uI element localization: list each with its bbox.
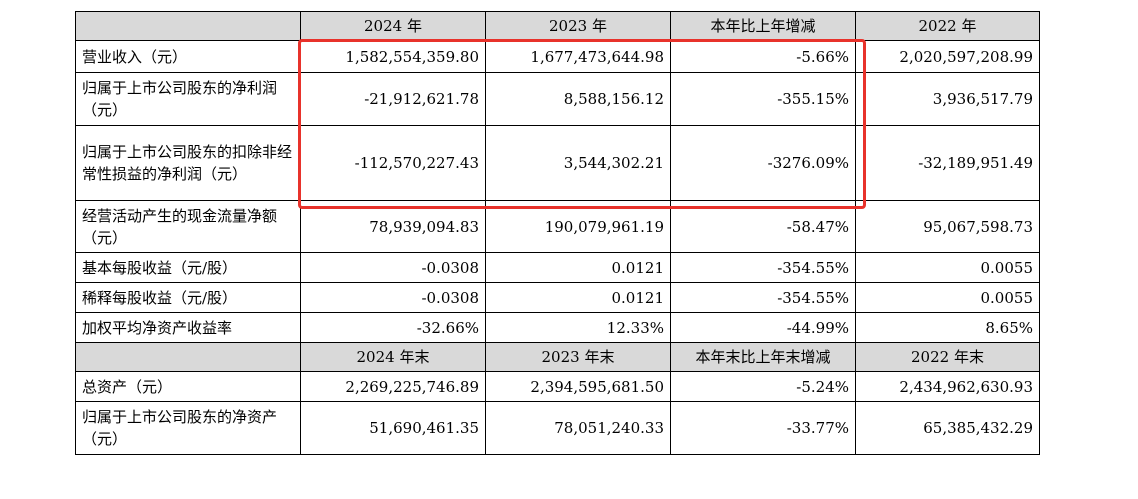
cell-2024-end: 2,269,225,746.89 xyxy=(300,371,486,402)
row-label: 归属于上市公司股东的扣除非经常性损益的净利润（元） xyxy=(75,125,301,201)
cell-2022: 95,067,598.73 xyxy=(855,200,1040,253)
header-2022-end: 2022 年末 xyxy=(855,342,1040,372)
cell-change: -354.55% xyxy=(670,252,856,283)
table-row: 归属于上市公司股东的扣除非经常性损益的净利润（元） -112,570,227.4… xyxy=(75,125,1040,201)
table-subheader-row: 2024 年末 2023 年末 本年末比上年末增减 2022 年末 xyxy=(75,342,1040,372)
cell-2023: 8,588,156.12 xyxy=(485,72,671,126)
row-label: 总资产（元） xyxy=(75,371,301,402)
cell-change: -5.66% xyxy=(670,40,856,73)
cell-2022: 0.0055 xyxy=(855,252,1040,283)
cell-2022: 2,020,597,208.99 xyxy=(855,40,1040,73)
table-row: 归属于上市公司股东的净利润（元） -21,912,621.78 8,588,15… xyxy=(75,72,1040,126)
cell-change: -33.77% xyxy=(670,401,856,455)
cell-2022: -32,189,951.49 xyxy=(855,125,1040,201)
header-2024-end: 2024 年末 xyxy=(300,342,486,372)
cell-2024: -112,570,227.43 xyxy=(300,125,486,201)
header-yoy-end-change: 本年末比上年末增减 xyxy=(670,342,856,372)
cell-2024: -21,912,621.78 xyxy=(300,72,486,126)
table-row: 稀释每股收益（元/股） -0.0308 0.0121 -354.55% 0.00… xyxy=(75,282,1040,313)
cell-change: -5.24% xyxy=(670,371,856,402)
cell-change: -44.99% xyxy=(670,312,856,343)
table-row: 归属于上市公司股东的净资产（元） 51,690,461.35 78,051,24… xyxy=(75,401,1040,455)
header-2024: 2024 年 xyxy=(300,11,486,41)
row-label: 稀释每股收益（元/股） xyxy=(75,282,301,313)
cell-2023: 0.0121 xyxy=(485,252,671,283)
cell-2023: 190,079,961.19 xyxy=(485,200,671,253)
cell-2023: 3,544,302.21 xyxy=(485,125,671,201)
table-row: 加权平均净资产收益率 -32.66% 12.33% -44.99% 8.65% xyxy=(75,312,1040,343)
row-label: 营业收入（元） xyxy=(75,40,301,73)
table-row: 经营活动产生的现金流量净额（元） 78,939,094.83 190,079,9… xyxy=(75,200,1040,253)
cell-2024-end: 51,690,461.35 xyxy=(300,401,486,455)
row-label: 经营活动产生的现金流量净额（元） xyxy=(75,200,301,253)
cell-2024: 78,939,094.83 xyxy=(300,200,486,253)
cell-2024: -32.66% xyxy=(300,312,486,343)
cell-2022: 3,936,517.79 xyxy=(855,72,1040,126)
header-2023-end: 2023 年末 xyxy=(485,342,671,372)
cell-change: -3276.09% xyxy=(670,125,856,201)
cell-2023-end: 78,051,240.33 xyxy=(485,401,671,455)
row-label: 基本每股收益（元/股） xyxy=(75,252,301,283)
cell-change: -355.15% xyxy=(670,72,856,126)
cell-2022-end: 2,434,962,630.93 xyxy=(855,371,1040,402)
table-row: 基本每股收益（元/股） -0.0308 0.0121 -354.55% 0.00… xyxy=(75,252,1040,283)
cell-change: -354.55% xyxy=(670,282,856,313)
cell-2024: -0.0308 xyxy=(300,282,486,313)
cell-2024: 1,582,554,359.80 xyxy=(300,40,486,73)
row-label: 归属于上市公司股东的净资产（元） xyxy=(75,401,301,455)
cell-2023-end: 2,394,595,681.50 xyxy=(485,371,671,402)
cell-2023: 1,677,473,644.98 xyxy=(485,40,671,73)
cell-change: -58.47% xyxy=(670,200,856,253)
financial-summary-table: 2024 年 2023 年 本年比上年增减 2022 年 营业收入（元） 1,5… xyxy=(75,11,1040,455)
table-row: 营业收入（元） 1,582,554,359.80 1,677,473,644.9… xyxy=(75,40,1040,73)
header-blank-cell xyxy=(75,11,301,41)
header-2023: 2023 年 xyxy=(485,11,671,41)
header-yoy-change: 本年比上年增减 xyxy=(670,11,856,41)
row-label: 归属于上市公司股东的净利润（元） xyxy=(75,72,301,126)
cell-2023: 12.33% xyxy=(485,312,671,343)
header-2022: 2022 年 xyxy=(855,11,1040,41)
cell-2022: 0.0055 xyxy=(855,282,1040,313)
subheader-blank-cell xyxy=(75,342,301,372)
table-header-row: 2024 年 2023 年 本年比上年增减 2022 年 xyxy=(75,11,1040,41)
cell-2022: 8.65% xyxy=(855,312,1040,343)
row-label: 加权平均净资产收益率 xyxy=(75,312,301,343)
table-row: 总资产（元） 2,269,225,746.89 2,394,595,681.50… xyxy=(75,371,1040,402)
cell-2024: -0.0308 xyxy=(300,252,486,283)
cell-2023: 0.0121 xyxy=(485,282,671,313)
cell-2022-end: 65,385,432.29 xyxy=(855,401,1040,455)
